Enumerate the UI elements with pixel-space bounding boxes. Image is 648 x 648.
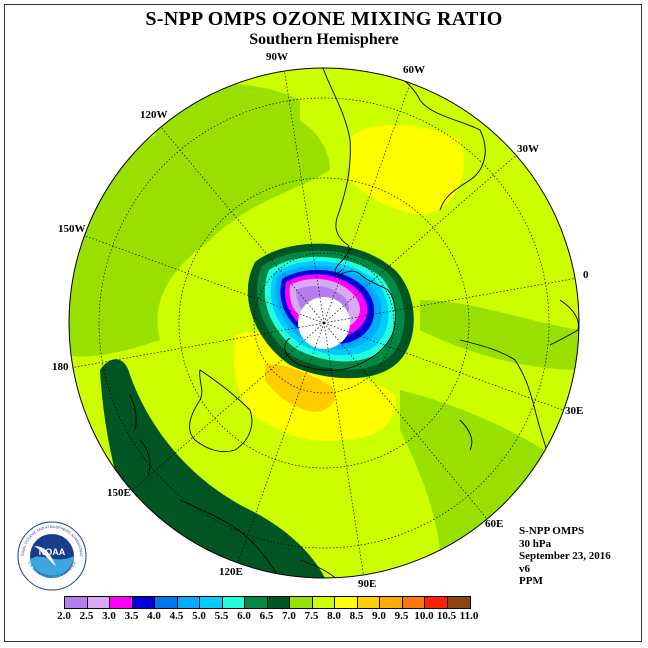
- field-8.0-8.5-north: [350, 125, 464, 215]
- page-subtitle: Southern Hemisphere: [249, 31, 399, 48]
- color-bar-swatch: [87, 597, 110, 608]
- graticule: [69, 68, 579, 578]
- color-bar-tick-label: 6.0: [237, 610, 251, 622]
- color-bar-tick-label: 9.5: [394, 610, 409, 622]
- lon-label-60e: 60E: [485, 518, 503, 530]
- color-bar-tick-label: 8.0: [327, 610, 341, 622]
- info-level: 30 hPa: [519, 537, 552, 550]
- lon-label-0: 0: [583, 269, 589, 281]
- color-bar: [64, 596, 471, 609]
- noaa-logo-text: NOAA: [39, 547, 66, 557]
- color-bar-ticks: 2.0 2.5 3.0 3.5 4.0 4.5 5.0 5.5 6.0 6.5 7.0 7.5 8.0 8…: [57, 610, 598, 624]
- color-bar-tick-label: 11.0: [459, 610, 479, 622]
- color-bar-swatch: [222, 597, 245, 608]
- info-block: S-NPP OMPS 30 hPa September 23, 2016 v6 …: [519, 525, 611, 588]
- figure-frame: [4, 4, 642, 642]
- page-title: S-NPP OMPS OZONE MIXING RATIO: [145, 8, 503, 30]
- color-bar-swatch: [155, 597, 178, 608]
- color-bar-tick-label: 7.0: [282, 610, 296, 622]
- lon-label-180: 180: [52, 361, 69, 373]
- color-bar-tick-label: 7.5: [304, 610, 319, 622]
- color-bar-swatch: [425, 597, 448, 608]
- color-bar-swatch: [380, 597, 403, 608]
- color-bar-tick-label: 2.0: [57, 610, 71, 622]
- lon-label-150w: 150W: [58, 223, 86, 235]
- color-bar-tick-label: 9.0: [372, 610, 386, 622]
- color-bar-tick-label: 5.5: [214, 610, 229, 622]
- field-7.0-7.5-west: [69, 108, 330, 357]
- color-bar-swatch: [335, 597, 358, 608]
- color-bar-swatch: [65, 597, 88, 608]
- color-bar-tick-label: 6.5: [259, 610, 274, 622]
- color-bar-swatch: [402, 597, 425, 608]
- info-date: September 23, 2016: [519, 550, 611, 562]
- color-bar-swatch: [177, 597, 200, 608]
- color-bar-swatch: [267, 597, 290, 608]
- color-bar-swatch: [447, 597, 470, 608]
- color-bar-tick-label: 5.0: [192, 610, 206, 622]
- coastlines: [129, 68, 579, 578]
- field-7.0-7.5-east: [420, 300, 579, 370]
- lon-label-60w: 60W: [403, 64, 425, 76]
- ozone-field: [69, 68, 579, 578]
- color-bar-swatch: [132, 597, 155, 608]
- color-bar-tick-label: 3.0: [102, 610, 116, 622]
- lon-label-120w: 120W: [140, 109, 168, 121]
- color-bar-tick-label: 10.0: [414, 610, 434, 622]
- lon-label-120e: 120E: [219, 566, 243, 578]
- color-bar-swatch: [200, 597, 223, 608]
- lon-label-30e: 30E: [565, 405, 583, 417]
- color-bar-swatch: [312, 597, 335, 608]
- lon-label-90w: 90W: [266, 51, 288, 63]
- map-boundary: [68, 67, 580, 579]
- polar-vortex: [247, 243, 414, 379]
- color-bar-tick-label: 4.5: [169, 610, 184, 622]
- color-bar-tick-label: 4.0: [147, 610, 161, 622]
- info-units: PPM: [519, 575, 543, 587]
- info-instrument: S-NPP OMPS: [519, 525, 585, 537]
- lon-label-90e: 90E: [358, 578, 376, 590]
- color-bar-swatch: [245, 597, 268, 608]
- field-8.5-9.0: [265, 364, 335, 412]
- color-bar-swatch: [290, 597, 313, 608]
- color-bar-tick-label: 10.5: [436, 610, 457, 622]
- color-bar-swatch: [357, 597, 380, 608]
- lon-label-30w: 30W: [517, 143, 539, 155]
- color-bar-tick-label: 3.5: [124, 610, 139, 622]
- info-version: v6: [519, 562, 530, 575]
- longitude-labels: 90W 60W 30W 0 30E 60E 90E 120E 150E 180 …: [52, 51, 589, 590]
- noaa-logo: NOAA NATIONAL OCEANIC AND ATMOSPHERIC AD…: [16, 520, 87, 591]
- color-bar-tick-label: 2.5: [79, 610, 94, 622]
- lon-label-150e: 150E: [107, 487, 131, 499]
- color-bar-swatch: [110, 597, 133, 608]
- color-bar-tick-label: 8.5: [349, 610, 364, 622]
